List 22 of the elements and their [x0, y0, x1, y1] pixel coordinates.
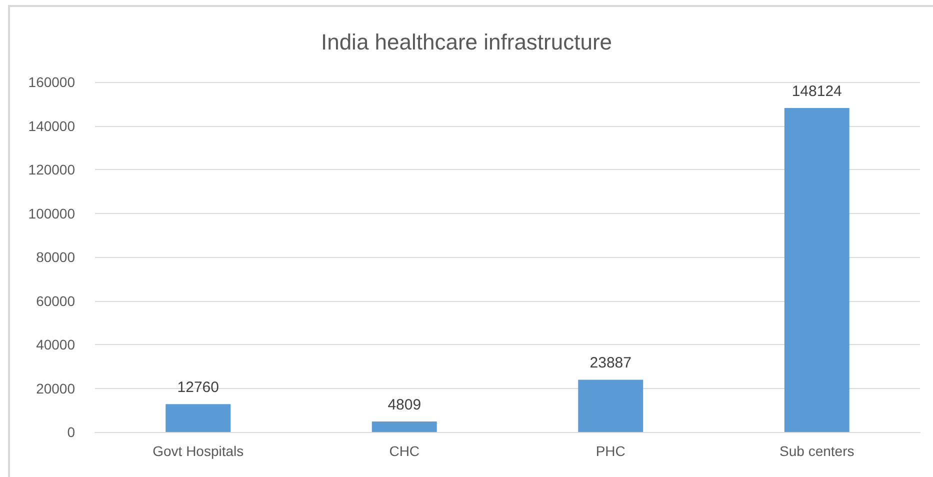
x-tick-label: PHC	[596, 443, 626, 459]
chart-title: India healthcare infrastructure	[320, 30, 612, 54]
data-label: 4809	[388, 396, 422, 414]
x-tick-label: CHC	[389, 443, 420, 459]
y-tick-label: 120000	[28, 162, 76, 178]
y-tick-label: 60000	[36, 292, 76, 309]
y-tick-label: 80000	[36, 249, 76, 265]
x-tick-label: Sub centers	[780, 443, 854, 459]
bar	[372, 421, 437, 432]
bar	[166, 404, 231, 432]
data-label: 12760	[177, 379, 219, 396]
y-tick-label: 0	[67, 424, 76, 440]
x-tick-label: Govt Hospitals	[152, 443, 244, 459]
bar	[578, 380, 644, 432]
data-label: 148124	[792, 82, 842, 100]
y-tick-label: 40000	[36, 336, 76, 352]
bar	[784, 108, 850, 432]
y-tick-label: 20000	[36, 380, 76, 396]
y-tick-label: 100000	[28, 205, 76, 222]
y-tick-label: 160000	[28, 74, 76, 90]
data-label: 23887	[590, 354, 632, 372]
y-tick-label: 140000	[28, 118, 76, 134]
